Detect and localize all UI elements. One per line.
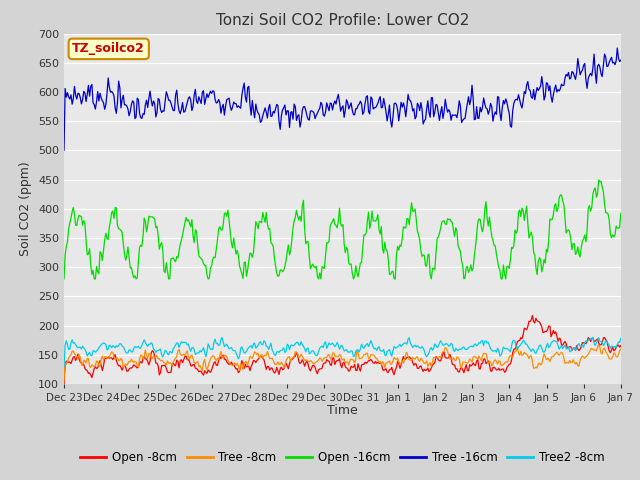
Title: Tonzi Soil CO2 Profile: Lower CO2: Tonzi Soil CO2 Profile: Lower CO2 bbox=[216, 13, 469, 28]
Text: TZ_soilco2: TZ_soilco2 bbox=[72, 42, 145, 55]
X-axis label: Time: Time bbox=[327, 405, 358, 418]
Y-axis label: Soil CO2 (ppm): Soil CO2 (ppm) bbox=[19, 161, 33, 256]
Legend: Open -8cm, Tree -8cm, Open -16cm, Tree -16cm, Tree2 -8cm: Open -8cm, Tree -8cm, Open -16cm, Tree -… bbox=[76, 446, 609, 468]
